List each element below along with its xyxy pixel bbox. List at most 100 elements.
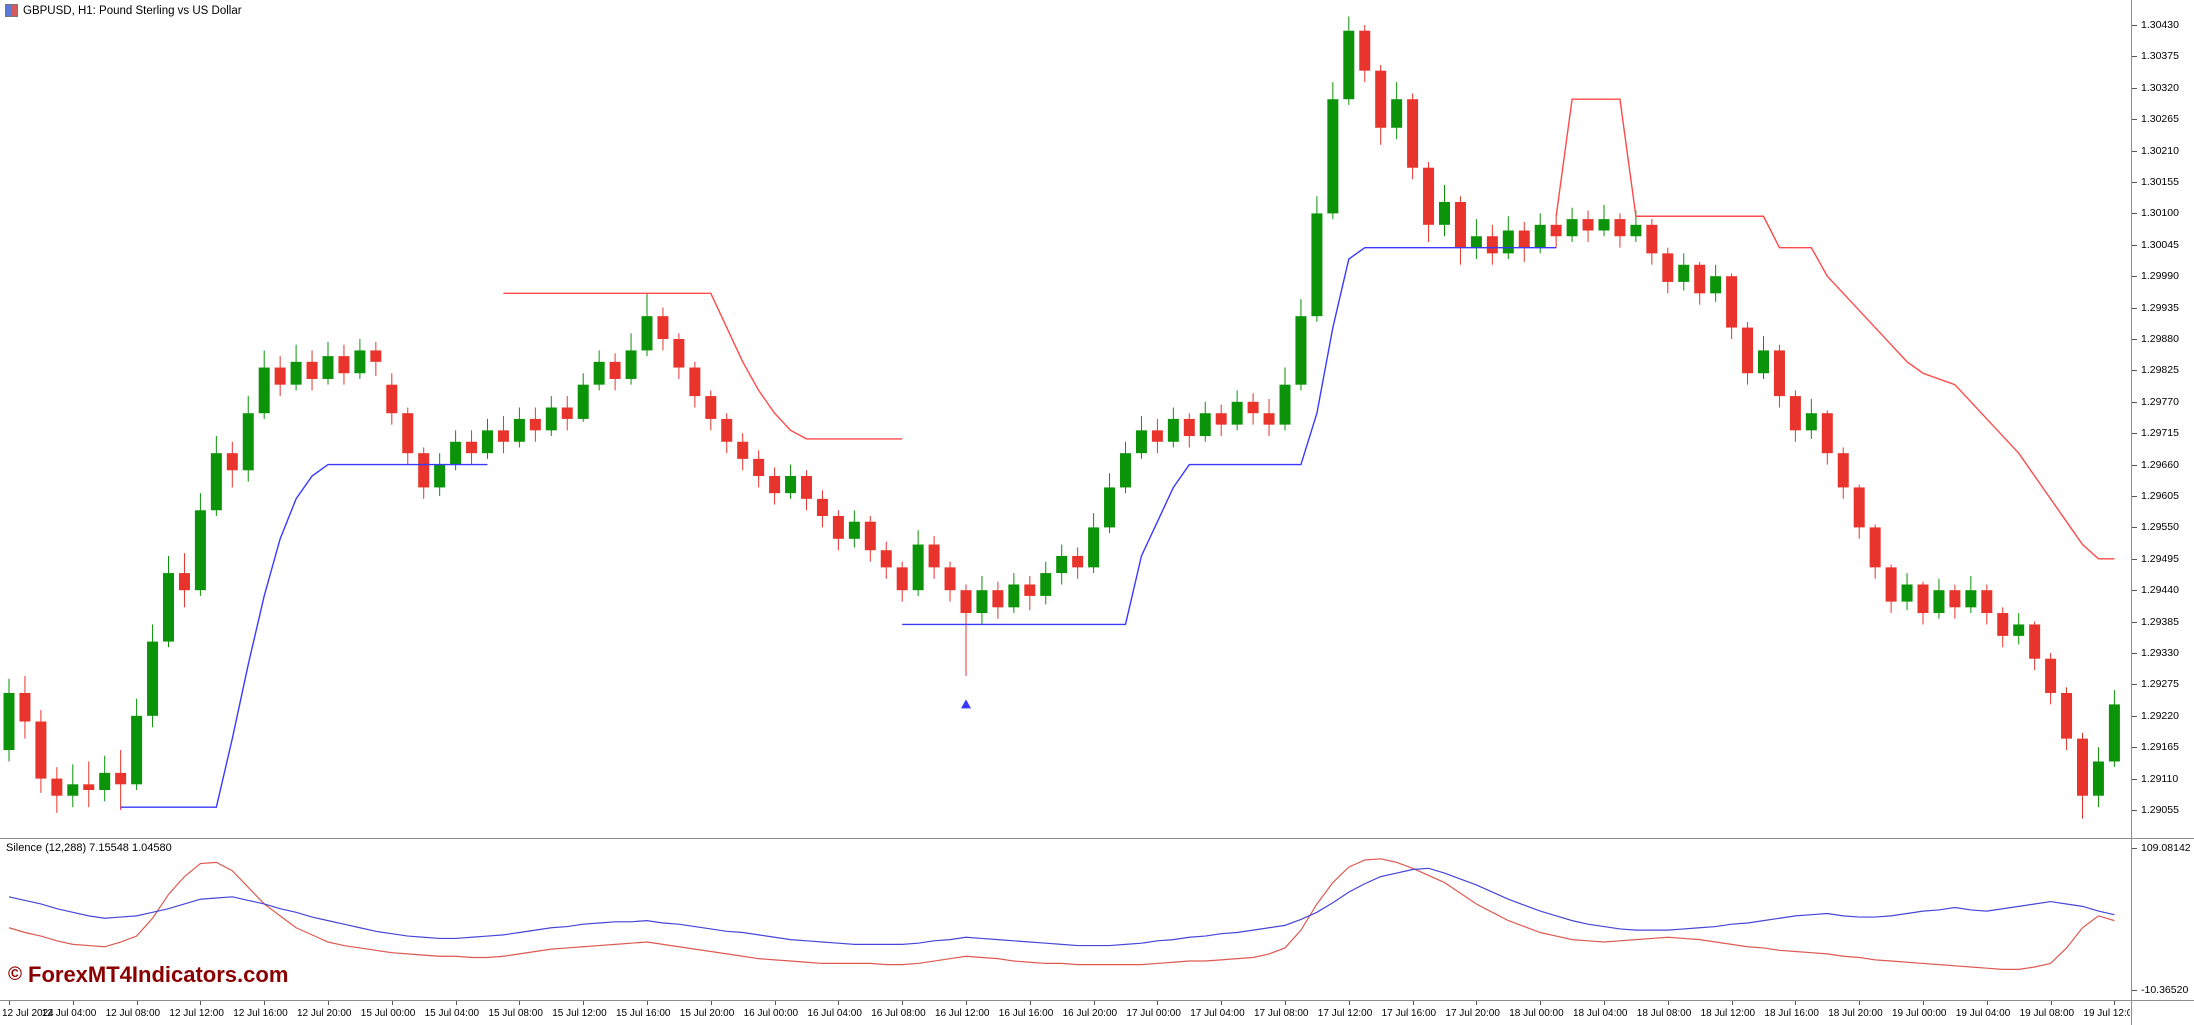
watermark: © ForexMT4Indicators.com xyxy=(8,962,288,988)
time-axis-label: 19 Jul 12:00 xyxy=(2083,1008,2130,1019)
price-axis-tick xyxy=(2132,370,2137,372)
time-axis-label: 12 Jul 2024 xyxy=(2,1008,54,1019)
time-axis-tick xyxy=(710,1001,712,1005)
price-axis[interactable]: 1.30430 1.30375 1.30320 1.30265 1.30210 1.301… xyxy=(2132,0,2194,838)
time-axis-tick xyxy=(72,1001,74,1005)
price-axis-label: 1.29770 xyxy=(2141,395,2179,408)
price-axis-label: 1.29990 xyxy=(2141,270,2179,283)
time-axis-label: 19 Jul 08:00 xyxy=(2019,1008,2075,1019)
time-axis-tick xyxy=(583,1001,585,1005)
price-axis-label: 1.30265 xyxy=(2141,113,2179,126)
indicator-axis-label-bottom: -10.36520 xyxy=(2141,984,2189,996)
price-axis-label: 1.29165 xyxy=(2141,741,2179,754)
time-axis-label: 15 Jul 12:00 xyxy=(552,1008,607,1019)
time-axis-label: 18 Jul 20:00 xyxy=(1828,1008,1883,1019)
time-axis-tick xyxy=(1093,1001,1095,1005)
price-axis-label: 1.29220 xyxy=(2141,709,2179,722)
watermark-text: ForexMT4Indicators.com xyxy=(28,962,289,987)
price-axis-tick xyxy=(2132,182,2137,183)
time-axis-label: 18 Jul 00:00 xyxy=(1509,1008,1564,1019)
time-axis-label: 15 Jul 20:00 xyxy=(679,1008,735,1019)
time-axis-label: 19 Jul 04:00 xyxy=(1955,1008,2011,1019)
price-axis-tick xyxy=(2132,715,2137,717)
time-axis-label: 12 Jul 08:00 xyxy=(105,1008,161,1019)
price-axis-label: 1.29055 xyxy=(2141,804,2179,816)
time-axis-tick xyxy=(838,1001,840,1005)
indicator-subwindow-canvas[interactable] xyxy=(0,838,2130,1000)
chart-title-bar: GBPUSD, H1: Pound Sterling vs US Dollar xyxy=(5,4,242,17)
time-axis-label: 17 Jul 12:00 xyxy=(1317,1008,1373,1019)
price-axis-tick xyxy=(2132,244,2137,246)
price-axis-label: 1.30430 xyxy=(2141,19,2179,31)
subwindow-separator[interactable] xyxy=(0,838,2194,839)
time-axis-tick xyxy=(200,1001,202,1005)
time-axis-tick xyxy=(2050,1001,2052,1005)
indicator-axis[interactable]: 109.08142 -10.36520 xyxy=(2132,838,2194,1000)
chart-icon xyxy=(5,4,18,17)
price-axis-tick xyxy=(2132,433,2137,435)
time-axis-label: 15 Jul 16:00 xyxy=(616,1008,671,1019)
price-axis-tick xyxy=(2132,747,2137,749)
price-axis-label: 1.29440 xyxy=(2141,584,2179,597)
price-axis-tick xyxy=(2132,56,2137,58)
main-chart-canvas[interactable] xyxy=(0,0,2130,838)
time-axis-label: 18 Jul 16:00 xyxy=(1764,1008,1819,1019)
time-axis-label: 16 Jul 08:00 xyxy=(871,1008,926,1019)
price-axis-label: 1.30155 xyxy=(2141,176,2179,188)
price-axis-tick xyxy=(2132,621,2137,623)
time-axis-tick xyxy=(519,1001,521,1005)
time-axis-label: 17 Jul 16:00 xyxy=(1381,1008,1437,1019)
price-axis-label: 1.29330 xyxy=(2141,647,2179,659)
time-axis-label: 16 Jul 12:00 xyxy=(935,1008,990,1019)
chart-title: GBPUSD, H1: Pound Sterling vs US Dollar xyxy=(23,4,242,17)
price-axis-label: 1.30100 xyxy=(2141,207,2179,220)
time-axis-label: 17 Jul 04:00 xyxy=(1190,1008,1245,1019)
price-axis-label: 1.29275 xyxy=(2141,678,2179,691)
price-axis-tick xyxy=(2132,87,2137,89)
time-axis-label: 15 Jul 04:00 xyxy=(424,1008,480,1019)
price-axis-label: 1.29715 xyxy=(2141,427,2179,440)
price-axis-tick xyxy=(2132,276,2137,278)
time-axis-label: 12 Jul 20:00 xyxy=(297,1008,352,1019)
price-axis-tick xyxy=(2132,150,2137,152)
time-axis-tick xyxy=(1923,1001,1924,1005)
price-axis-label: 1.29660 xyxy=(2141,458,2179,471)
time-axis-tick xyxy=(1986,1001,1988,1005)
time-axis-label: 16 Jul 16:00 xyxy=(998,1008,1054,1019)
price-axis-tick xyxy=(2132,401,2137,403)
price-axis-label: 1.30045 xyxy=(2141,238,2179,251)
time-axis[interactable]: 12 Jul 2024 12 Jul 04:00 12 Jul 08:00 12 Ju… xyxy=(0,1001,2130,1025)
time-axis-tick xyxy=(1795,1001,1797,1005)
time-axis-tick xyxy=(2114,1001,2116,1005)
price-axis-tick xyxy=(2132,25,2137,26)
price-axis-label: 1.29880 xyxy=(2141,333,2179,345)
time-axis-label: 17 Jul 08:00 xyxy=(1254,1008,1309,1019)
time-axis-tick xyxy=(136,1001,138,1005)
time-axis-label: 12 Jul 16:00 xyxy=(233,1008,288,1019)
price-axis-tick xyxy=(2132,590,2137,592)
time-axis-tick xyxy=(391,1001,393,1005)
time-axis-label: 18 Jul 04:00 xyxy=(1573,1008,1628,1019)
price-axis-label: 1.30320 xyxy=(2141,81,2179,94)
time-axis-tick xyxy=(1348,1001,1350,1005)
price-scale-border xyxy=(2131,0,2132,1025)
time-axis-label: 17 Jul 20:00 xyxy=(1445,1008,1500,1019)
time-axis-label: 18 Jul 08:00 xyxy=(1636,1008,1692,1019)
price-axis-tick xyxy=(2132,778,2137,780)
price-axis-label: 1.30375 xyxy=(2141,50,2179,63)
price-axis-tick xyxy=(2132,339,2137,340)
indicator-label: Silence (12,288) 7.15548 1.04580 xyxy=(6,842,172,854)
time-axis-label: 18 Jul 12:00 xyxy=(1700,1008,1756,1019)
price-axis-label: 1.29495 xyxy=(2141,552,2179,565)
time-axis-tick xyxy=(1859,1001,1861,1005)
time-axis-label: 15 Jul 08:00 xyxy=(488,1008,543,1019)
price-axis-label: 1.29110 xyxy=(2141,772,2179,785)
price-axis-tick xyxy=(2132,213,2137,215)
time-axis-tick xyxy=(1157,1001,1159,1005)
price-axis-tick xyxy=(2132,307,2137,309)
time-axis-tick xyxy=(328,1001,329,1005)
watermark-logo-icon: © xyxy=(8,964,22,985)
time-axis-tick xyxy=(455,1001,457,1005)
time-axis-tick xyxy=(1221,1001,1223,1005)
time-axis-label: 12 Jul 04:00 xyxy=(41,1008,97,1019)
